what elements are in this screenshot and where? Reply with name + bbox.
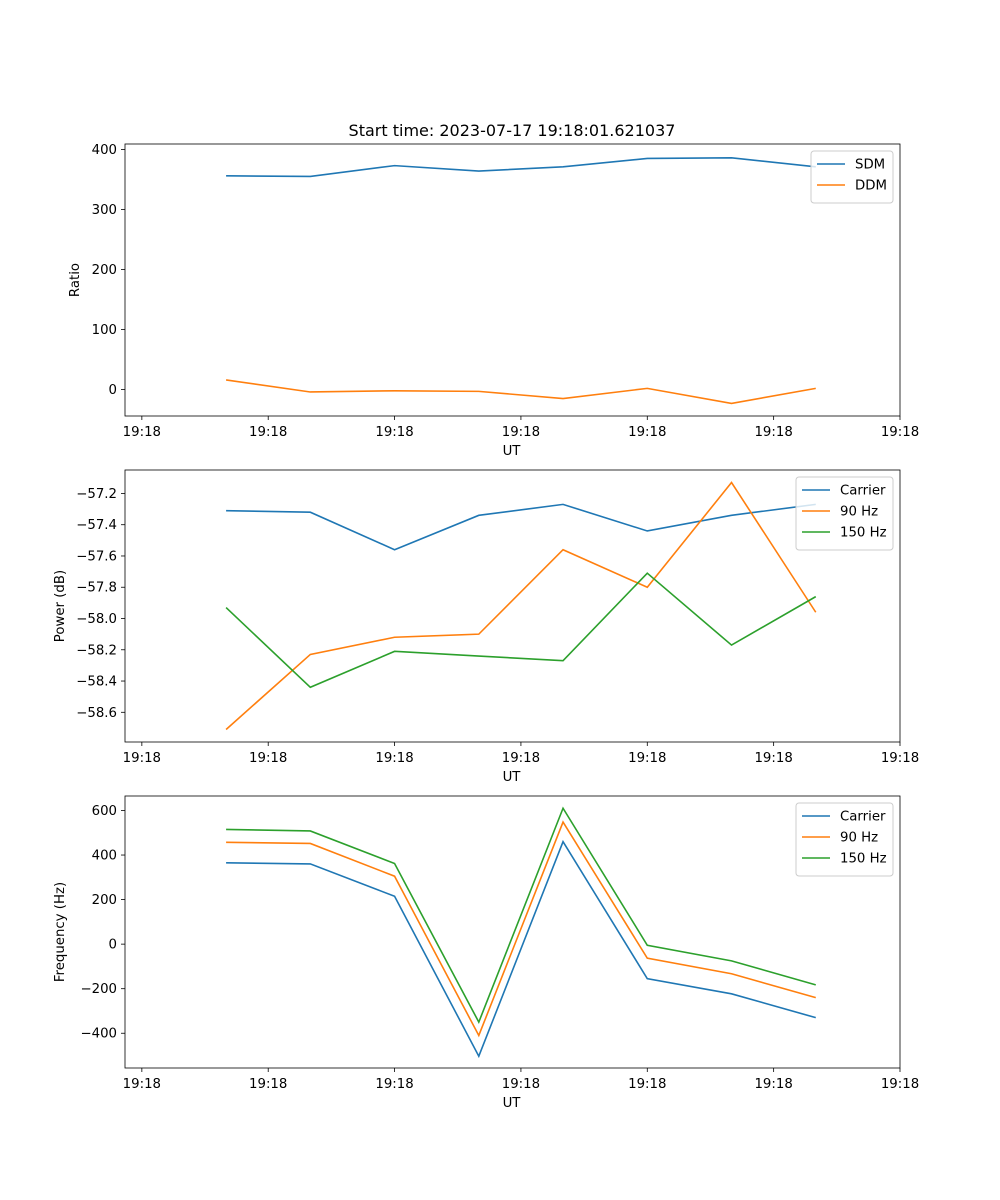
- frequency-axes-frame: [124, 795, 901, 1069]
- ratio-x-tick-label: 19:18: [123, 425, 161, 440]
- power-axes-frame: [124, 469, 901, 743]
- frequency-x-tick-label: 19:18: [628, 1077, 666, 1092]
- ratio-x-tick-label: 19:18: [881, 425, 919, 440]
- ratio-x-tick-label: 19:18: [628, 425, 666, 440]
- power-y-tick-label: −58.2: [76, 643, 117, 658]
- frequency-x-tick-label: 19:18: [249, 1077, 287, 1092]
- power-y-axis-label: Power (dB): [53, 570, 68, 642]
- power-x-tick-label: 19:18: [123, 751, 161, 766]
- power-y-tick-label: −57.6: [76, 549, 117, 564]
- power-y-tick-label: −58.6: [76, 706, 117, 721]
- frequency-x-tick-label: 19:18: [123, 1077, 161, 1092]
- frequency-legend: Carrier 90 Hz 150 Hz: [795, 802, 894, 877]
- power-y-tick-label: −57.4: [76, 518, 117, 533]
- ratio-series-line-ddm: [225, 379, 816, 405]
- ratio-subplot: 19:18 19:18 19:18 19:18 19:18 19:18 19:18 0 100 2…: [68, 143, 919, 459]
- ratio-x-tick-label: 19:18: [754, 425, 792, 440]
- power-y-tick-label: −57.8: [76, 581, 117, 596]
- frequency-x-axis-label: UT: [503, 1096, 522, 1111]
- frequency-x-tick-label: 19:18: [881, 1077, 919, 1092]
- ratio-axes-frame: [124, 143, 901, 417]
- frequency-y-tick-label: −200: [80, 982, 117, 997]
- ratio-legend: SDM DDM: [810, 150, 894, 204]
- power-x-tick-label: 19:18: [375, 751, 413, 766]
- frequency-x-tick-label: 19:18: [375, 1077, 413, 1092]
- frequency-y-tick-label: 400: [92, 849, 117, 864]
- frequency-series-line-carrier: [226, 839, 816, 1059]
- ratio-x-axis-label: UT: [503, 444, 522, 459]
- ratio-legend-label: SDM: [855, 158, 885, 173]
- power-legend-label: 90 Hz: [840, 505, 878, 520]
- frequency-x-tick-label: 19:18: [754, 1077, 792, 1092]
- power-y-tick-label: −58.0: [76, 612, 117, 627]
- ratio-legend-label: DDM: [855, 179, 887, 194]
- ratio-y-tick-label: 200: [92, 263, 117, 278]
- frequency-subplot: 19:18 19:18 19:18 19:18 19:18 19:18 19:18 −400 −…: [53, 795, 919, 1111]
- frequency-legend-label: Carrier: [840, 810, 886, 825]
- frequency-y-tick-label: 0: [109, 938, 117, 953]
- frequency-legend-label: 90 Hz: [840, 831, 878, 846]
- power-subplot: 19:18 19:18 19:18 19:18 19:18 19:18 19:18 −58.6…: [53, 469, 919, 785]
- ratio-y-tick-label: 100: [92, 323, 117, 338]
- power-x-tick-label: 19:18: [628, 751, 666, 766]
- frequency-y-tick-label: 600: [92, 804, 117, 819]
- frequency-y-axis-label: Frequency (Hz): [53, 882, 68, 982]
- power-legend-label: 150 Hz: [840, 526, 887, 541]
- ratio-y-tick-label: 0: [109, 383, 117, 398]
- ratio-x-tick-label: 19:18: [502, 425, 540, 440]
- ratio-x-tick-label: 19:18: [249, 425, 287, 440]
- power-x-tick-label: 19:18: [754, 751, 792, 766]
- frequency-legend-label: 150 Hz: [840, 852, 887, 867]
- ratio-y-axis-label: Ratio: [68, 263, 83, 297]
- frequency-y-tick-label: −400: [80, 1027, 117, 1042]
- power-legend-label: Carrier: [840, 484, 886, 499]
- power-legend: Carrier 90 Hz 150 Hz: [795, 476, 894, 551]
- frequency-x-tick-label: 19:18: [502, 1077, 540, 1092]
- frequency-series-line-150-hz: [226, 806, 816, 1025]
- power-x-tick-label: 19:18: [502, 751, 540, 766]
- ratio-series-line-sdm: [226, 157, 816, 178]
- chart-title: Start time: 2023-07-17 19:18:01.621037: [349, 121, 676, 140]
- ratio-x-tick-label: 19:18: [375, 425, 413, 440]
- power-x-axis-label: UT: [503, 770, 522, 785]
- power-series-line-carrier: [226, 503, 816, 551]
- power-series-line-90-hz: [225, 481, 817, 731]
- frequency-series-line-90-hz: [226, 820, 816, 1038]
- power-y-tick-label: −57.2: [76, 487, 117, 502]
- power-y-tick-label: −58.4: [76, 675, 117, 690]
- ratio-y-tick-label: 400: [92, 143, 117, 158]
- power-x-tick-label: 19:18: [881, 751, 919, 766]
- ratio-y-tick-label: 300: [92, 203, 117, 218]
- frequency-y-tick-label: 200: [92, 893, 117, 908]
- power-series-line-150-hz: [225, 572, 817, 689]
- power-x-tick-label: 19:18: [249, 751, 287, 766]
